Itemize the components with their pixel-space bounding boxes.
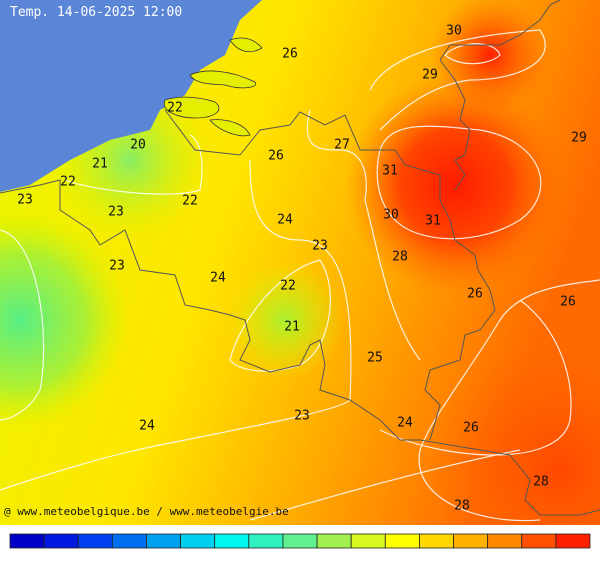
contour-label: 25: [367, 351, 383, 366]
color-swatch: [350, 533, 386, 549]
contour-label: 30: [446, 24, 462, 39]
contour-label: 30: [383, 208, 399, 223]
contour-label: 23: [108, 205, 124, 220]
color-swatch: [9, 533, 45, 549]
color-swatch: [316, 533, 352, 549]
contour-labels: 30 26 29 22 29 20 27 26 21 31 22 23 22 23 30 24 31 23 28 23…: [17, 24, 587, 514]
credit: @ www.meteobelgique.be / www.meteobelgie…: [4, 505, 289, 518]
contour-label: 24: [397, 416, 413, 431]
color-swatch: [384, 533, 420, 549]
contour-label: 31: [382, 164, 398, 179]
contour-label: 22: [182, 194, 198, 209]
contour-label: 26: [268, 149, 284, 164]
contour-label: 24: [277, 213, 293, 228]
color-swatch: [555, 533, 591, 549]
color-swatch: [180, 533, 216, 549]
contour-label: 23: [312, 239, 328, 254]
islands: [163, 37, 263, 137]
contour-label: 24: [210, 271, 226, 286]
color-swatch: [453, 533, 489, 549]
color-swatch: [214, 533, 250, 549]
color-swatch: [146, 533, 181, 549]
contour-label: 22: [167, 101, 183, 116]
contour-label: 22: [60, 175, 76, 190]
contour-label: 29: [571, 131, 587, 146]
map-title: Temp. 14-06-2025 12:00: [10, 5, 182, 20]
contour-label: 22: [280, 279, 296, 294]
color-swatch: [487, 533, 523, 549]
contour-label: 26: [560, 295, 576, 310]
contour-label: 23: [294, 409, 310, 424]
contour-label: 21: [92, 157, 108, 172]
contour-label: 28: [454, 499, 470, 514]
color-swatch: [419, 533, 454, 549]
contour-label: 28: [533, 475, 549, 490]
contour-label: 20: [130, 138, 146, 153]
contour-label: 26: [467, 287, 483, 302]
color-swatch: [521, 533, 557, 549]
contour-label: 28: [392, 250, 408, 265]
contour-label: 24: [139, 419, 155, 434]
color-scale: [9, 533, 591, 549]
color-swatch: [111, 533, 147, 549]
contour-label: 26: [463, 421, 479, 436]
color-swatch: [248, 533, 284, 549]
borders: [0, 0, 600, 516]
sea: [0, 0, 262, 192]
color-swatch: [43, 533, 79, 549]
contour-label: 31: [425, 214, 441, 229]
contour-label: 23: [109, 259, 125, 274]
contour-label: 27: [334, 138, 350, 153]
contour-label: 29: [422, 68, 438, 83]
contour-label: 23: [17, 193, 33, 208]
contour-label: 21: [284, 320, 300, 335]
color-swatch: [77, 533, 113, 549]
color-swatch: [282, 533, 318, 549]
contour-label: 26: [282, 47, 298, 62]
